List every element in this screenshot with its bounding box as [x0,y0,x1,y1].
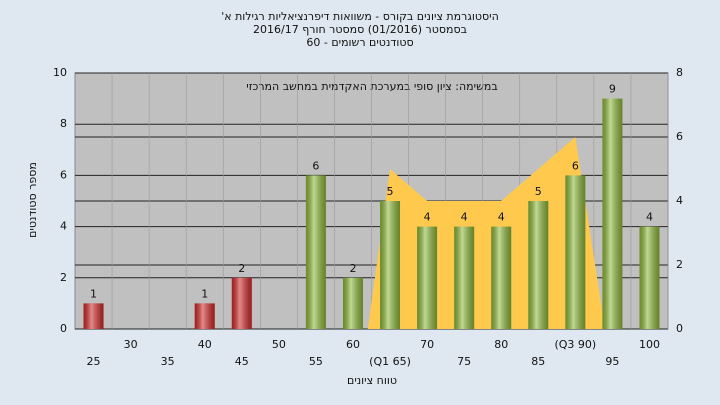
data-label: 4 [461,211,468,224]
y-tick-label: 6 [60,168,67,181]
x-tick-label: 35 [161,355,175,368]
chart-subtitle: בסמסטר (01/2016) סמסטר חורף 2016/17 [253,23,467,36]
bar-shine [639,226,660,329]
data-label: 2 [349,262,356,275]
y-tick-label: 4 [60,220,67,233]
x-tick-label: 75 [457,355,471,368]
y2-tick-label: 8 [676,66,683,79]
y-axis-label: מספר סטודנטים [26,162,39,238]
data-label: 4 [646,211,653,224]
bar-shine [417,226,438,329]
bar-shine [194,303,215,329]
bar-shine [342,277,363,329]
y-tick-label: 0 [60,322,67,335]
x-tick-label: 25 [87,355,101,368]
data-label: 6 [572,159,579,172]
data-label: 5 [387,185,394,198]
x-tick-label: (Q3 90) [554,338,596,351]
y2-tick-label: 2 [676,258,683,271]
data-label: 4 [424,211,431,224]
data-label: 4 [498,211,505,224]
x-tick-label: 100 [639,338,660,351]
x-tick-label: 85 [531,355,545,368]
x-tick-label: 70 [420,338,434,351]
x-axis-label: טווח ציונים [347,374,397,387]
annotation: במשימה: ציון סופי במערכת האקדמית במחשב ה… [246,80,497,93]
bar-shine [491,226,512,329]
bar-shine [83,303,104,329]
data-label: 1 [90,287,97,300]
x-tick-label: 30 [124,338,138,351]
data-label: 6 [312,159,319,172]
data-label: 5 [535,185,542,198]
chart-title: היסטוגרמת ציונים בקורס - משוואות דיפרנצי… [221,10,499,23]
bar-shine [528,201,549,329]
chart-subtitle: סטודנטים רשומים - 60 [306,36,413,49]
y-tick-label: 8 [60,117,67,130]
x-tick-label: 45 [235,355,249,368]
y2-tick-label: 6 [676,130,683,143]
bar-shine [305,175,326,329]
data-label: 9 [609,83,616,96]
y-tick-label: 10 [53,66,67,79]
data-label: 2 [238,262,245,275]
y2-tick-label: 4 [676,194,683,207]
x-tick-label: 95 [605,355,619,368]
x-tick-label: 80 [494,338,508,351]
data-label: 1 [201,287,208,300]
y-tick-label: 2 [60,271,67,284]
bar-shine [380,201,401,329]
x-tick-label: 60 [346,338,360,351]
x-tick-label: 40 [198,338,212,351]
x-tick-label: 55 [309,355,323,368]
y2-tick-label: 0 [676,322,683,335]
bar-shine [565,175,586,329]
bar-shine [602,98,623,329]
x-tick-label: 50 [272,338,286,351]
bar-shine [454,226,475,329]
x-tick-label: (Q1 65) [369,355,411,368]
bar-shine [231,277,252,329]
